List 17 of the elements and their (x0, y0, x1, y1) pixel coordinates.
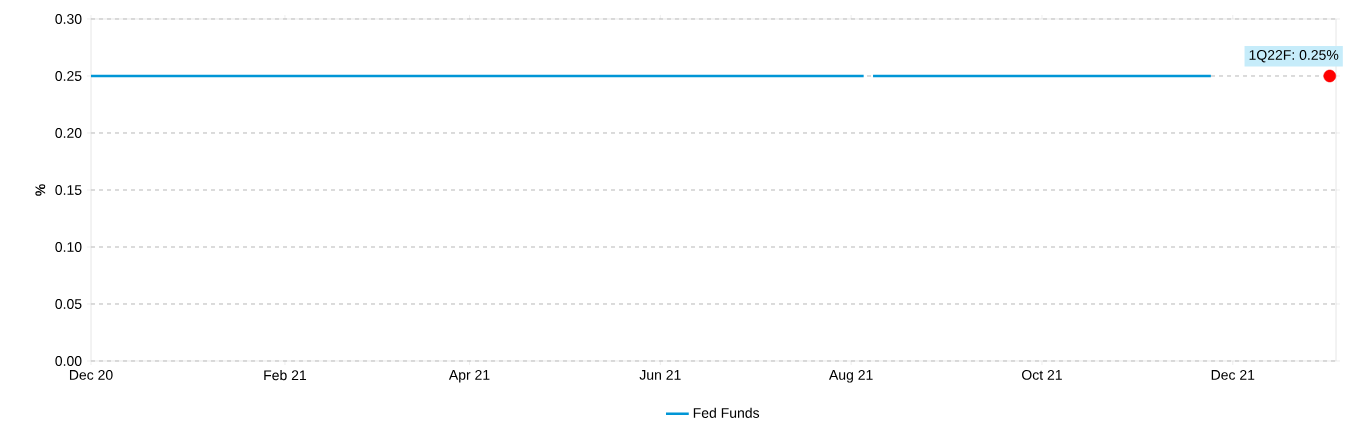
legend-label: Fed Funds (693, 407, 760, 418)
y-tick-label: 0.00 (55, 356, 82, 366)
x-tick-label: Apr 21 (448, 369, 490, 383)
y-axis-title: % (35, 184, 46, 196)
x-tick-label: Jun 21 (639, 369, 681, 380)
y-tick-label: 0.05 (55, 299, 82, 309)
x-tick-label: Dec 21 (1211, 369, 1255, 380)
y-tick-label: 0.20 (55, 128, 82, 138)
y-tick-label: 0.25 (55, 71, 82, 81)
x-tick-label: Aug 21 (828, 369, 873, 383)
y-tick-label: 0.15 (55, 185, 82, 195)
y-tick-label: 0.30 (55, 14, 82, 24)
x-tick-label: Feb 21 (264, 369, 307, 381)
x-tick-label: Dec 20 (69, 369, 113, 380)
annotation: 1Q22F: 0.25% (1249, 49, 1339, 63)
x-tick-label: Oct 21 (1022, 369, 1062, 380)
y-tick-label: 0.10 (55, 242, 82, 252)
